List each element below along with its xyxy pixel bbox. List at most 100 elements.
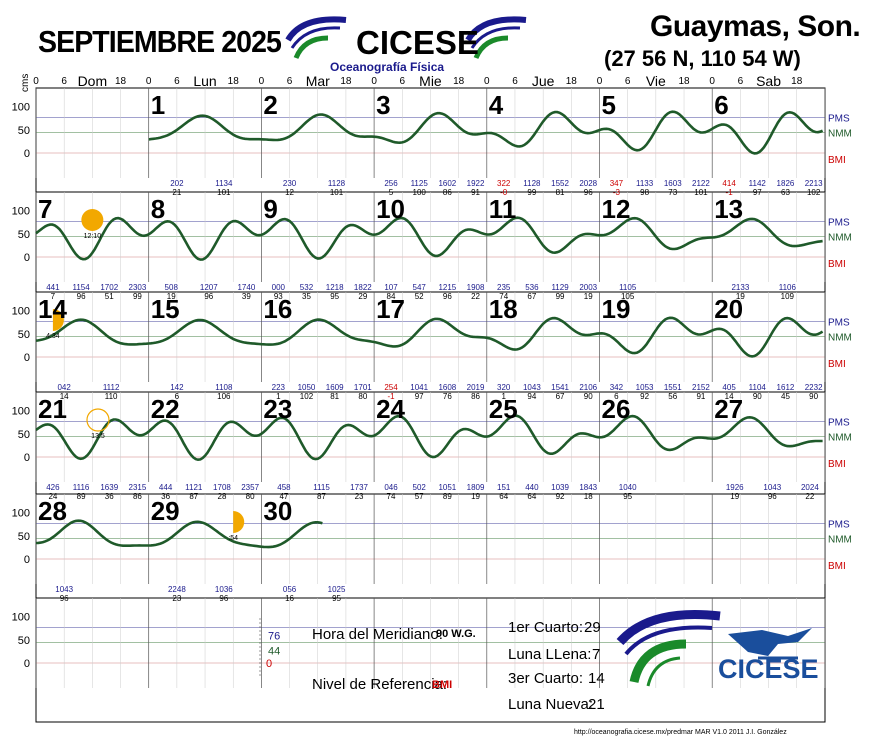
bmi-label: BMI [828, 359, 846, 370]
extreme-time-label: 1908 [467, 283, 485, 292]
day-number: 26 [602, 394, 631, 424]
extreme-time-label: 223 [272, 383, 286, 392]
extreme-height-label: 96 [219, 594, 228, 603]
extreme-time-label: 254 [384, 383, 398, 392]
y-tick-label: 100 [12, 406, 30, 418]
extreme-time-label: 1822 [354, 283, 372, 292]
hour-tick-label: 6 [287, 76, 293, 87]
extreme-time-label: 2106 [579, 383, 597, 392]
extreme-height-label: 92 [556, 492, 565, 501]
extreme-height-label: 89 [443, 492, 452, 501]
extreme-height-label: -1 [726, 188, 734, 197]
extreme-time-label: 042 [57, 383, 71, 392]
moon-time-label: 4:34 [46, 333, 60, 340]
logo-waves-large-icon [616, 609, 721, 687]
extreme-time-label: 1043 [55, 585, 73, 594]
extreme-height-label: 96 [77, 292, 86, 301]
y-tick-label: 0 [24, 148, 30, 160]
extreme-time-label: 1207 [200, 283, 218, 292]
nmm-label: NMM [828, 333, 852, 344]
extreme-time-label: 2213 [805, 179, 823, 188]
extreme-height-label: 96 [204, 292, 213, 301]
extreme-time-label: 2028 [579, 179, 597, 188]
extreme-height-label: 64 [499, 492, 508, 501]
day-number: 29 [151, 496, 180, 526]
day-number: 22 [151, 394, 180, 424]
hour-tick-label: 0 [709, 76, 715, 87]
extreme-height-label: 96 [443, 292, 452, 301]
extreme-height-label: 96 [584, 188, 593, 197]
extreme-time-label: 1154 [72, 283, 90, 292]
extreme-height-label: 101 [217, 188, 231, 197]
extreme-time-label: 1036 [215, 585, 233, 594]
extreme-time-label: 2152 [692, 383, 710, 392]
extreme-height-label: 98 [640, 188, 649, 197]
hour-tick-label: 18 [791, 76, 803, 87]
day-number: 16 [263, 294, 292, 324]
extreme-time-label: 1039 [551, 483, 569, 492]
extreme-height-label: 45 [781, 392, 790, 401]
extreme-height-label: 63 [781, 188, 790, 197]
extreme-height-label: 36 [105, 492, 114, 501]
extreme-height-label: 80 [246, 492, 255, 501]
extreme-time-label: 1116 [73, 483, 90, 492]
extreme-time-label: 320 [497, 383, 511, 392]
extreme-height-label: 90 [809, 392, 818, 401]
extreme-height-label: -1 [387, 392, 395, 401]
extreme-height-label: 100 [413, 188, 427, 197]
pms-label: PMS [828, 520, 850, 531]
day-number: 21 [38, 394, 67, 424]
extreme-time-label: 1926 [726, 483, 744, 492]
extreme-time-label: 1826 [777, 179, 795, 188]
moon-phase-day: 14 [588, 670, 605, 687]
moon-phase-label: 3er Cuarto: [508, 670, 584, 687]
extreme-time-label: 1608 [438, 383, 456, 392]
moon-phase-label: 1er Cuarto: [508, 619, 584, 636]
day-number: 8 [151, 194, 165, 224]
extreme-height-label: 84 [387, 292, 396, 301]
extreme-time-label: 1612 [777, 383, 795, 392]
extreme-time-label: 2003 [579, 283, 597, 292]
tide-curve [35, 414, 823, 462]
extreme-time-label: 502 [413, 483, 427, 492]
extreme-time-label: 536 [525, 283, 539, 292]
extreme-time-label: 1105 [619, 283, 637, 292]
pms-label: PMS [828, 218, 850, 229]
hour-tick-label: 6 [174, 76, 180, 87]
extreme-height-label: 80 [358, 392, 367, 401]
hour-tick-label: 6 [512, 76, 518, 87]
coordinates: (27 56 N, 110 54 W) [604, 46, 801, 71]
extreme-height-label: 28 [218, 492, 227, 501]
day-number: 13 [714, 194, 743, 224]
pms-label: PMS [828, 318, 850, 329]
hour-tick-label: 18 [678, 76, 690, 87]
extreme-time-label: 230 [283, 179, 297, 188]
tide-curve [148, 110, 824, 155]
extreme-height-label: 22 [805, 492, 814, 501]
extreme-time-label: 1108 [215, 383, 233, 392]
moon-time-label: 12:10 [84, 233, 102, 240]
day-number: 10 [376, 194, 405, 224]
extreme-time-label: 1041 [410, 383, 428, 392]
extreme-height-label: 86 [471, 392, 480, 401]
extreme-height-label: -0 [500, 188, 508, 197]
y-tick-label: 50 [18, 635, 30, 647]
day-number: 9 [263, 194, 277, 224]
extreme-height-label: 76 [443, 392, 452, 401]
extreme-height-label: 35 [302, 292, 311, 301]
extreme-height-label: 19 [584, 292, 593, 301]
day-number: 28 [38, 496, 67, 526]
logo-waves-icon [465, 16, 527, 60]
extreme-time-label: 1129 [551, 283, 569, 292]
extreme-time-label: 1051 [438, 483, 456, 492]
y-tick-label: 0 [24, 452, 30, 464]
extreme-time-label: 1551 [664, 383, 682, 392]
extreme-height-label: 39 [242, 292, 251, 301]
extreme-height-label: 23 [355, 492, 364, 501]
extreme-time-label: 414 [722, 179, 736, 188]
extreme-time-label: 1112 [103, 383, 120, 392]
y-tick-label: 100 [12, 102, 30, 114]
extreme-time-label: 1050 [298, 383, 316, 392]
weekday-label: Dom [78, 73, 108, 89]
extreme-height-label: 74 [387, 492, 396, 501]
